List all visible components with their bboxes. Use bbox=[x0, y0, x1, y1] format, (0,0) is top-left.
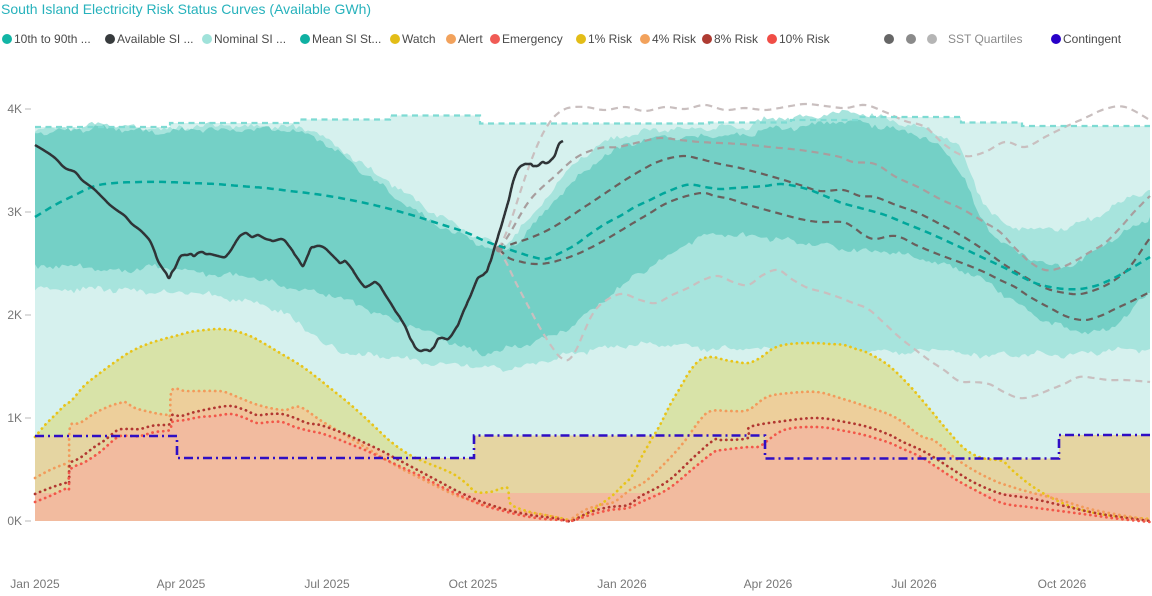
svg-text:Emergency: Emergency bbox=[502, 32, 563, 46]
svg-text:SST Quartiles: SST Quartiles bbox=[948, 32, 1022, 46]
svg-text:Available SI ...: Available SI ... bbox=[117, 32, 194, 46]
svg-text:Nominal SI ...: Nominal SI ... bbox=[214, 32, 286, 46]
svg-text:Jan 2026: Jan 2026 bbox=[597, 577, 647, 591]
svg-text:2K: 2K bbox=[7, 308, 22, 322]
svg-text:Jul 2025: Jul 2025 bbox=[304, 577, 350, 591]
svg-text:0K: 0K bbox=[7, 514, 22, 528]
svg-text:10% Risk: 10% Risk bbox=[779, 32, 831, 46]
svg-text:Mean SI St...: Mean SI St... bbox=[312, 32, 381, 46]
svg-text:Jan 2025: Jan 2025 bbox=[10, 577, 60, 591]
svg-text:1K: 1K bbox=[7, 411, 22, 425]
svg-text:Watch: Watch bbox=[402, 32, 436, 46]
svg-text:1% Risk: 1% Risk bbox=[588, 32, 633, 46]
svg-text:Alert: Alert bbox=[458, 32, 483, 46]
svg-text:10th to 90th ...: 10th to 90th ... bbox=[14, 32, 91, 46]
svg-text:Jul 2026: Jul 2026 bbox=[891, 577, 937, 591]
svg-text:8% Risk: 8% Risk bbox=[714, 32, 759, 46]
svg-text:Apr 2025: Apr 2025 bbox=[157, 577, 206, 591]
svg-text:Oct 2025: Oct 2025 bbox=[449, 577, 498, 591]
svg-text:4% Risk: 4% Risk bbox=[652, 32, 697, 46]
svg-text:4K: 4K bbox=[7, 102, 22, 116]
svg-text:Apr 2026: Apr 2026 bbox=[744, 577, 793, 591]
svg-text:3K: 3K bbox=[7, 205, 22, 219]
svg-text:Contingent: Contingent bbox=[1063, 32, 1122, 46]
svg-text:Oct 2026: Oct 2026 bbox=[1038, 577, 1087, 591]
